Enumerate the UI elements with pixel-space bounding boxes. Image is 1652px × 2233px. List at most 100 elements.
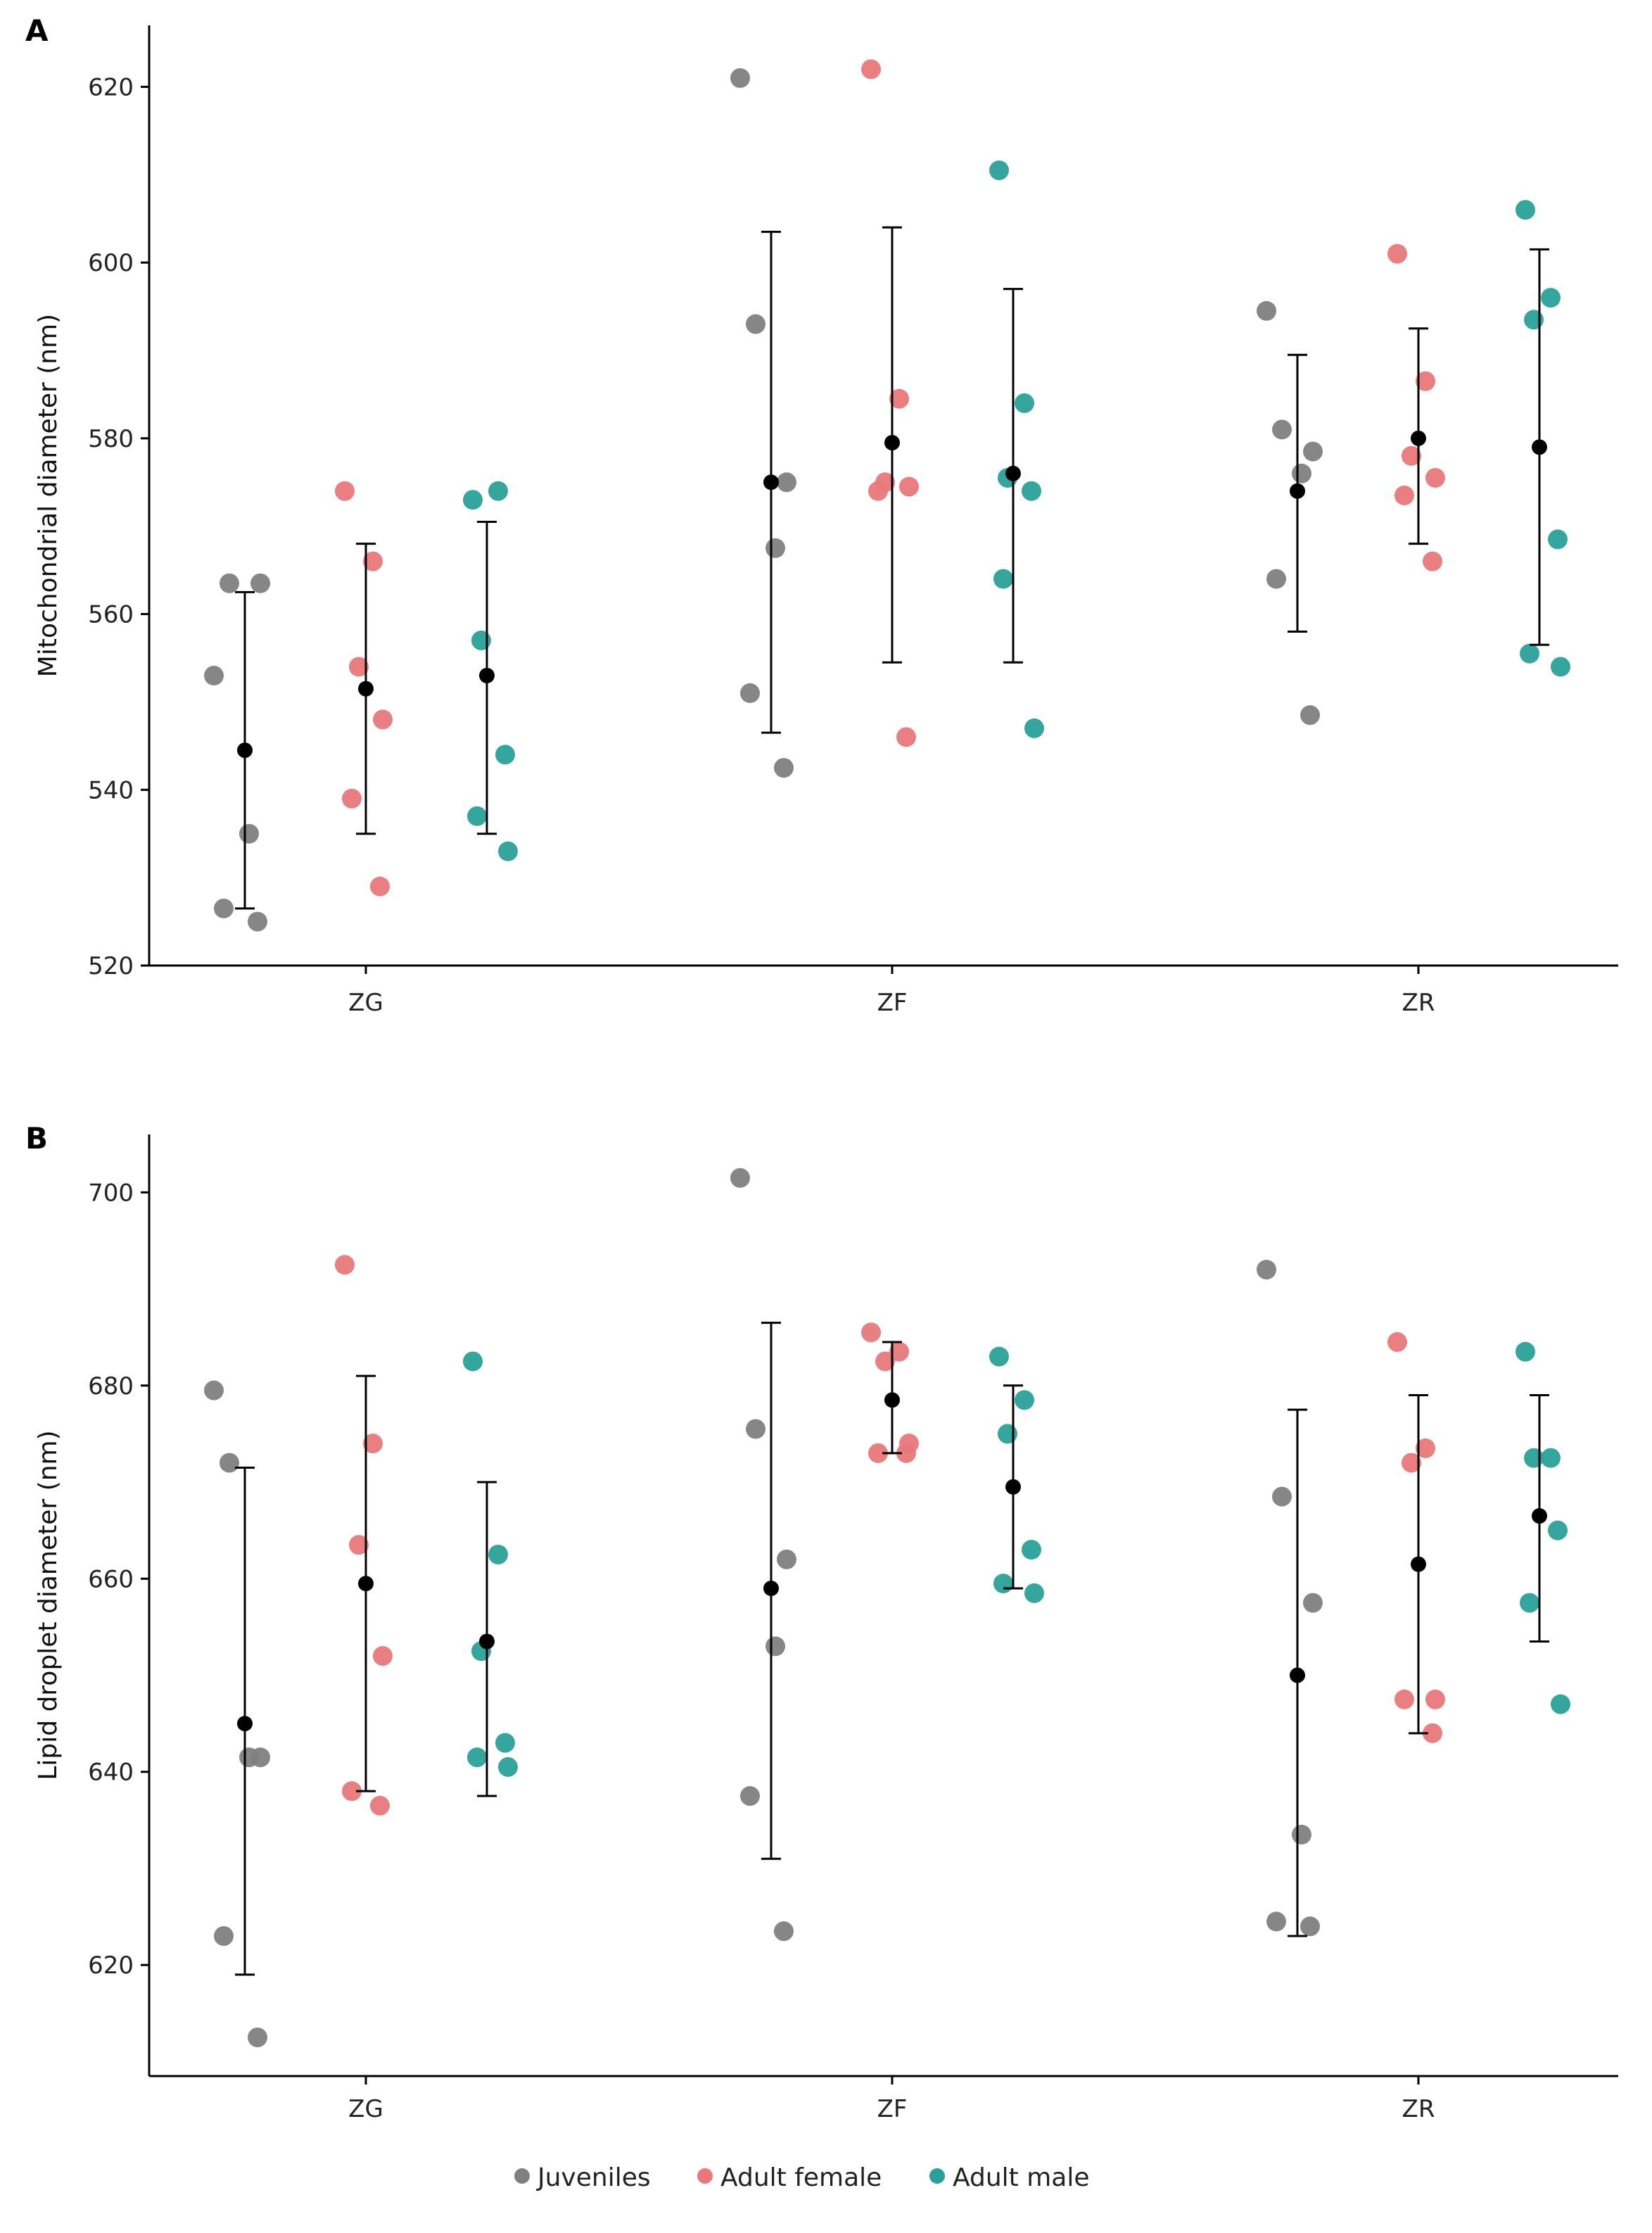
data-point-juveniles-zf [777, 1549, 796, 1569]
data-point-adult-female-zg [335, 1255, 355, 1275]
data-point-adult-female-zr [1402, 1453, 1421, 1473]
data-point-adult-female-zr [1394, 486, 1414, 505]
panel-letter: B [25, 1121, 48, 1156]
legend: Juveniles Adult female Adult male [514, 2163, 1090, 2192]
y-tick-label: 660 [88, 1565, 134, 1593]
panel-a: A 520 540 560 580 600 620 ZG ZF ZR Mitochondrial d… [25, 13, 1618, 1017]
data-point-adult-male-zr [1551, 657, 1570, 677]
data-point-juveniles-zg [204, 665, 224, 685]
data-point-adult-male-zr [1551, 1694, 1570, 1714]
panel-letter: A [25, 13, 49, 48]
legend-label-juveniles: Juveniles [536, 2163, 651, 2192]
data-point-adult-male-zf [1015, 393, 1034, 413]
y-tick-label: 640 [88, 1759, 134, 1787]
data-point-adult-male-zr [1541, 288, 1561, 308]
mean-point-adult-female-zr [1411, 1556, 1426, 1572]
y-axis-title: Mitochondrial diameter (nm) [34, 314, 63, 677]
data-point-adult-male-zf [993, 569, 1013, 589]
data-point-juveniles-zr [1266, 1911, 1286, 1932]
mean-point-adult-male-zg [479, 667, 495, 683]
data-point-adult-female-zr [1402, 445, 1421, 466]
y-tick-label: 700 [88, 1179, 134, 1207]
data-point-adult-male-zr [1524, 310, 1544, 330]
data-point-adult-female-zf [896, 727, 916, 747]
data-point-adult-male-zf [1022, 1540, 1041, 1560]
data-point-juveniles-zr [1292, 463, 1311, 483]
data-point-adult-female-zr [1425, 1689, 1445, 1709]
data-point-adult-female-zf [861, 59, 881, 80]
x-tick-label-zg: ZG [348, 2095, 383, 2123]
data-point-juveniles-zf [746, 1419, 765, 1439]
data-point-adult-male-zf [989, 1346, 1009, 1367]
data-point-juveniles-zr [1272, 1486, 1292, 1507]
data-point-juveniles-zg [214, 1926, 234, 1947]
data-point-juveniles-zf [774, 1921, 794, 1942]
mean-point-adult-male-zf [1005, 1479, 1021, 1495]
legend-label-adult-female: Adult female [720, 2163, 882, 2192]
panel-b: B 620 640 660 680 700 ZG ZF ZR Lipid droplet diam… [25, 1121, 1618, 2123]
mean-point-adult-female-zf [884, 435, 900, 451]
data-point-adult-male-zg [495, 745, 515, 765]
data-point-juveniles-zr [1266, 569, 1286, 589]
y-tick-label: 580 [88, 425, 134, 453]
data-point-adult-female-zg [349, 657, 369, 677]
data-point-juveniles-zr [1303, 1593, 1323, 1613]
data-point-adult-female-zg [373, 709, 393, 730]
data-point-juveniles-zr [1257, 1260, 1276, 1280]
y-tick-label: 600 [88, 249, 134, 277]
mean-point-juveniles-zf [763, 1580, 779, 1596]
data-point-juveniles-zg [248, 2028, 267, 2048]
data-point-adult-male-zf [1022, 481, 1041, 501]
data-point-adult-female-zg [335, 481, 355, 501]
y-tick-label: 520 [88, 952, 134, 980]
mean-point-adult-female-zg [358, 1576, 374, 1592]
data-point-adult-female-zg [349, 1535, 369, 1555]
data-point-adult-male-zg [463, 1351, 483, 1372]
data-point-adult-male-zg [463, 490, 483, 510]
data-point-adult-male-zf [993, 1574, 1013, 1594]
mean-point-adult-female-zr [1411, 430, 1426, 446]
data-point-juveniles-zf [730, 68, 750, 88]
legend-marker-juveniles [514, 2168, 530, 2184]
x-tick-label-zf: ZF [877, 989, 908, 1017]
data-point-adult-male-zg [488, 1544, 508, 1564]
data-point-adult-female-zf [875, 1351, 895, 1372]
x-tick-label-zg: ZG [348, 989, 383, 1017]
y-axis-title: Lipid droplet diameter (nm) [34, 1430, 63, 1780]
data-point-juveniles-zf [777, 472, 796, 493]
mean-point-juveniles-zg [237, 742, 253, 759]
data-point-adult-female-zg [370, 876, 390, 897]
data-point-adult-male-zf [1024, 1583, 1044, 1603]
mean-point-adult-male-zr [1532, 439, 1547, 455]
data-point-adult-female-zr [1387, 243, 1407, 264]
data-point-juveniles-zr [1303, 441, 1323, 462]
data-point-adult-female-zg [342, 788, 362, 809]
data-point-adult-female-zr [1423, 551, 1442, 571]
mean-point-adult-male-zg [479, 1633, 495, 1650]
data-point-adult-male-zf [1015, 1390, 1034, 1410]
data-point-juveniles-zg [250, 573, 270, 593]
data-point-adult-female-zg [370, 1795, 390, 1816]
data-point-adult-female-zg [363, 1434, 383, 1454]
x-tick-label-zr: ZR [1402, 2095, 1435, 2123]
data-point-adult-female-zr [1416, 371, 1435, 391]
data-point-adult-female-zf [889, 388, 909, 409]
data-point-juveniles-zf [765, 1636, 785, 1657]
data-point-juveniles-zf [740, 683, 760, 703]
legend-label-adult-male: Adult male [953, 2163, 1090, 2192]
data-point-adult-male-zr [1548, 1520, 1568, 1541]
data-point-adult-male-zf [1024, 718, 1044, 738]
data-point-adult-female-zf [896, 1443, 916, 1463]
mean-point-juveniles-zr [1290, 483, 1305, 499]
data-point-adult-female-zr [1423, 1723, 1442, 1743]
data-point-juveniles-zg [220, 573, 239, 593]
data-point-adult-male-zf [989, 160, 1009, 181]
data-point-juveniles-zf [765, 538, 785, 558]
data-point-juveniles-zr [1272, 419, 1292, 440]
data-point-juveniles-zf [774, 758, 794, 778]
data-point-adult-female-zf [861, 1322, 881, 1343]
data-point-juveniles-zg [214, 898, 234, 918]
data-point-adult-male-zr [1541, 1448, 1561, 1468]
mean-point-adult-female-zg [358, 681, 374, 697]
